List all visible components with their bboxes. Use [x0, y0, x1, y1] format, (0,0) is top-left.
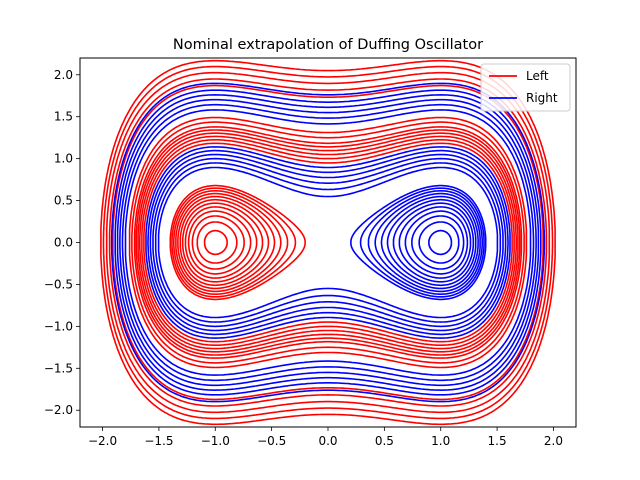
trajectory-line — [105, 71, 551, 414]
x-tick-label: −0.5 — [257, 434, 286, 448]
trajectory-line — [112, 84, 544, 401]
trajectory-line — [350, 184, 487, 301]
trajectory-line — [404, 210, 469, 275]
trajectory-line — [367, 190, 483, 295]
x-axis: −2.0 −1.5 −1.0 −0.5 0.0 0.5 1.0 1.5 2.0 — [88, 427, 563, 448]
trajectory-line — [380, 195, 479, 290]
trajectory-line — [187, 210, 252, 275]
trajectory-line — [108, 78, 548, 407]
x-tick-label: 1.5 — [488, 434, 507, 448]
y-tick-label: −1.0 — [44, 319, 73, 333]
legend: Left Right — [480, 63, 571, 112]
trajectory-line — [386, 198, 477, 287]
trajectory-line — [359, 187, 485, 298]
trajectory-line — [152, 157, 504, 328]
trajectory-line — [116, 93, 540, 392]
trajectory-line — [131, 121, 525, 364]
series-layer — [100, 59, 556, 426]
trajectory-line — [139, 135, 517, 350]
y-tick-label: 0.5 — [54, 194, 73, 208]
y-tick-label: 1.5 — [54, 110, 73, 124]
x-tick-label: −1.0 — [201, 434, 230, 448]
legend-label: Right — [526, 91, 558, 105]
trajectory-line — [169, 184, 306, 301]
legend-label: Left — [526, 69, 549, 83]
trajectory-line — [392, 202, 475, 283]
x-tick-label: 0.5 — [375, 434, 394, 448]
trajectory-line — [141, 139, 515, 346]
trajectory-line — [133, 126, 523, 359]
x-tick-label: 0.0 — [318, 434, 337, 448]
y-tick-label: 2.0 — [54, 68, 73, 82]
trajectory-line — [374, 192, 481, 293]
trajectory-line — [119, 98, 537, 387]
trajectory-line — [196, 221, 238, 264]
trajectory-line — [147, 149, 509, 336]
trajectory-line — [102, 65, 554, 420]
trajectory-line — [173, 190, 289, 295]
trajectory-line — [179, 198, 270, 287]
trajectory-line — [149, 153, 507, 332]
trajectory-line — [100, 59, 556, 426]
trajectory-line — [135, 129, 521, 356]
trajectory-line — [157, 166, 499, 319]
trajectory-line — [137, 132, 519, 353]
trajectory-line — [177, 195, 276, 290]
x-tick-label: −2.0 — [88, 434, 117, 448]
trajectory-line — [114, 89, 542, 396]
trajectory-line — [191, 215, 245, 270]
series-right — [110, 82, 546, 403]
trajectory-line — [418, 221, 460, 264]
trajectory-line — [175, 192, 282, 293]
trajectory-line — [181, 202, 264, 283]
trajectory-line — [124, 109, 532, 376]
trajectory-line — [428, 229, 453, 256]
trajectory-line — [143, 142, 513, 343]
trajectory-line — [154, 162, 502, 323]
y-tick-label: −2.0 — [44, 403, 73, 417]
trajectory-line — [411, 215, 465, 270]
series-left — [100, 59, 556, 426]
trajectory-line — [128, 116, 528, 369]
chart-title: Nominal extrapolation of Duffing Oscilla… — [173, 37, 483, 53]
x-tick-label: 2.0 — [544, 434, 563, 448]
trajectory-line — [110, 82, 546, 403]
y-axis: −2.0 −1.5 −1.0 −0.5 0.0 0.5 1.0 1.5 2.0 — [44, 68, 80, 417]
y-tick-label: −0.5 — [44, 277, 73, 291]
trajectory-line — [171, 187, 297, 298]
trajectory-line — [184, 206, 258, 279]
y-tick-label: 1.0 — [54, 152, 73, 166]
y-tick-label: 0.0 — [54, 236, 73, 250]
x-tick-label: −1.5 — [144, 434, 173, 448]
trajectory-line — [121, 103, 535, 382]
trajectory-line — [398, 206, 472, 279]
trajectory-line — [203, 229, 228, 256]
x-tick-label: 1.0 — [431, 434, 450, 448]
trajectory-line — [145, 146, 511, 339]
y-tick-label: −1.5 — [44, 361, 73, 375]
